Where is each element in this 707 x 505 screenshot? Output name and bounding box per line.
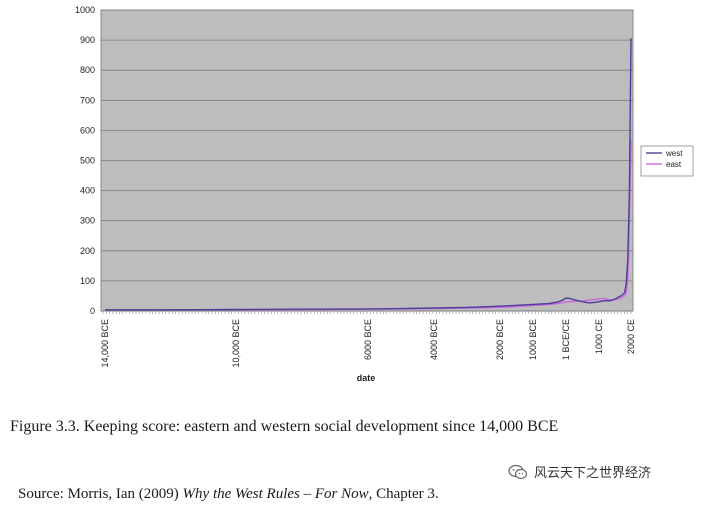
y-tick-label: 200 (80, 246, 95, 256)
figure-caption: Figure 3.3. Keeping score: eastern and w… (10, 418, 559, 435)
y-tick-label: 700 (80, 95, 95, 105)
watermark: 风云天下之世界经济 (508, 462, 651, 481)
social-development-chart: 0 100 200 300 400 500 600 700 800 900 1000 14,000 … (75, 5, 694, 383)
x-tick-label: 2000 BCE (495, 319, 505, 360)
y-axis-tick-labels: 0 100 200 300 400 500 600 700 800 900 1000 (75, 5, 95, 316)
source-book-title: Why the West Rules – For Now (182, 486, 369, 502)
legend-label-east: east (666, 160, 682, 169)
y-tick-label: 0 (90, 306, 95, 316)
wechat-icon (508, 464, 528, 479)
x-tick-label: 6000 BCE (363, 319, 373, 360)
source-prefix: Source: Morris, Ian (2009) (18, 486, 183, 502)
x-tick-label: 14,000 BCE (100, 319, 110, 368)
x-tick-label: 2000 CE (626, 319, 636, 354)
y-tick-label: 300 (80, 216, 95, 226)
watermark-text: 风云天下之世界经济 (534, 466, 652, 481)
series-lines (105, 38, 632, 311)
source-citation: Source: Morris, Ian (2009) Why the West … (18, 486, 439, 503)
x-tick-label: 4000 BCE (429, 319, 439, 360)
y-tick-label: 500 (80, 156, 95, 166)
y-tick-label: 400 (80, 186, 95, 196)
y-tick-label: 800 (80, 65, 95, 75)
x-axis-tick-labels: 14,000 BCE 10,000 BCE 6000 BCE 4000 BCE 2000… (100, 319, 636, 368)
legend-label-west: west (665, 149, 683, 158)
x-tick-label: 1000 BCE (528, 319, 538, 360)
x-axis-ticks (102, 311, 632, 314)
legend: west east (640, 145, 694, 177)
y-tick-label: 100 (80, 276, 95, 286)
y-tick-label: 600 (80, 125, 95, 135)
series-line-west (105, 38, 632, 311)
y-tick-label: 900 (80, 35, 95, 45)
x-tick-label: 1 BCE/CE (561, 319, 571, 360)
y-tick-label: 1000 (75, 5, 95, 15)
source-suffix: , Chapter 3. (368, 486, 439, 502)
gridlines (101, 9, 633, 312)
legend-box (640, 145, 694, 177)
x-axis-title: date (357, 373, 376, 383)
x-tick-label: 10,000 BCE (231, 319, 241, 368)
x-tick-label: 1000 CE (594, 319, 604, 354)
